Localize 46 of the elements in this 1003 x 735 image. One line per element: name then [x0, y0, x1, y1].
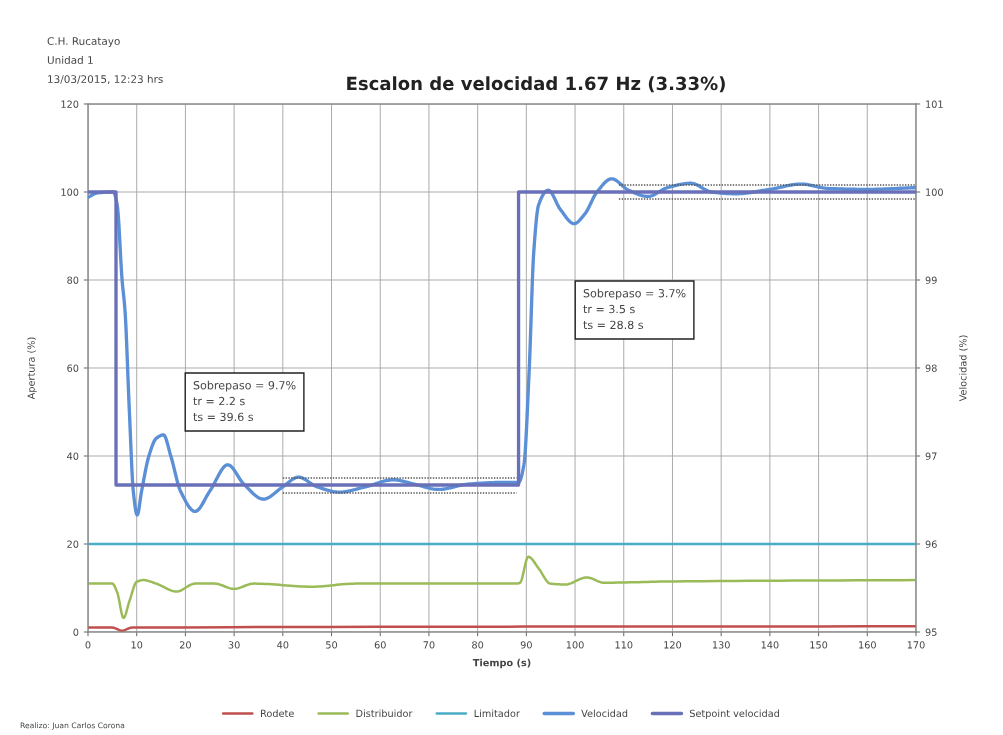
y2-tick-label: 99: [925, 276, 937, 284]
x-tick-label: 160: [859, 641, 876, 649]
x-tick-label: 80: [472, 641, 484, 649]
legend-label: Distribuidor: [356, 709, 413, 718]
y-tick-label: 120: [61, 100, 79, 108]
x-tick-label: 150: [810, 641, 828, 649]
x-tick-label: 0: [85, 641, 91, 649]
x-tick-label: 10: [131, 641, 143, 649]
legend-label: Setpoint velocidad: [689, 709, 779, 719]
x-tick-label: 70: [423, 641, 435, 649]
x-tick-label: 90: [520, 641, 532, 649]
x-tick-label: 20: [179, 641, 191, 649]
y2-tick-label: 100: [926, 188, 943, 196]
x-tick-label: 60: [374, 641, 386, 649]
x-tick-label: 120: [664, 641, 682, 649]
y-tick-label: 40: [67, 452, 79, 460]
annotation: Sobrepaso = 9.7% tr = 2.2 s ts = 39.6 s: [193, 380, 296, 422]
legend-label: Velocidad: [581, 709, 628, 718]
annotation: Sobrepaso = 3.7% tr = 3.5 s ts = 28.8 s: [583, 288, 686, 330]
x-tick-label: 140: [761, 641, 779, 649]
x-tick-label: 110: [615, 641, 633, 649]
y2-tick-label: 98: [925, 364, 937, 372]
chart-title: Escalon de velocidad 1.67 Hz (3.33%): [347, 76, 725, 93]
y-tick-label: 60: [67, 364, 79, 372]
y-tick-label: 20: [67, 540, 79, 548]
y2-tick-label: 97: [925, 452, 937, 460]
x-tick-label: 50: [326, 641, 338, 649]
text: 13/03/2015, 12:23 hrs: [48, 74, 163, 85]
y2-tick-label: 95: [925, 628, 937, 636]
x-tick-label: 40: [277, 641, 289, 649]
text: C.H. Rucatayo: [47, 37, 120, 48]
y-axis-title: Apertura (%): [27, 337, 37, 400]
x-tick-label: 30: [228, 641, 240, 649]
y2-tick-label: 101: [926, 100, 943, 108]
x-axis-title: Tiempo (s): [472, 658, 531, 669]
y2-axis-title: Velocidad (%): [959, 335, 968, 402]
x-tick-label: 100: [566, 641, 584, 649]
legend-label: Limitador: [474, 709, 520, 718]
text: Unidad 1: [47, 55, 93, 65]
y2-tick-label: 96: [925, 540, 937, 548]
x-tick-label: 130: [712, 641, 730, 649]
x-tick-label: 170: [907, 641, 925, 649]
y-tick-label: 0: [73, 628, 79, 636]
legend-label: Rodete: [261, 709, 294, 718]
y-tick-label: 80: [67, 276, 79, 284]
y-tick-label: 100: [61, 188, 79, 196]
